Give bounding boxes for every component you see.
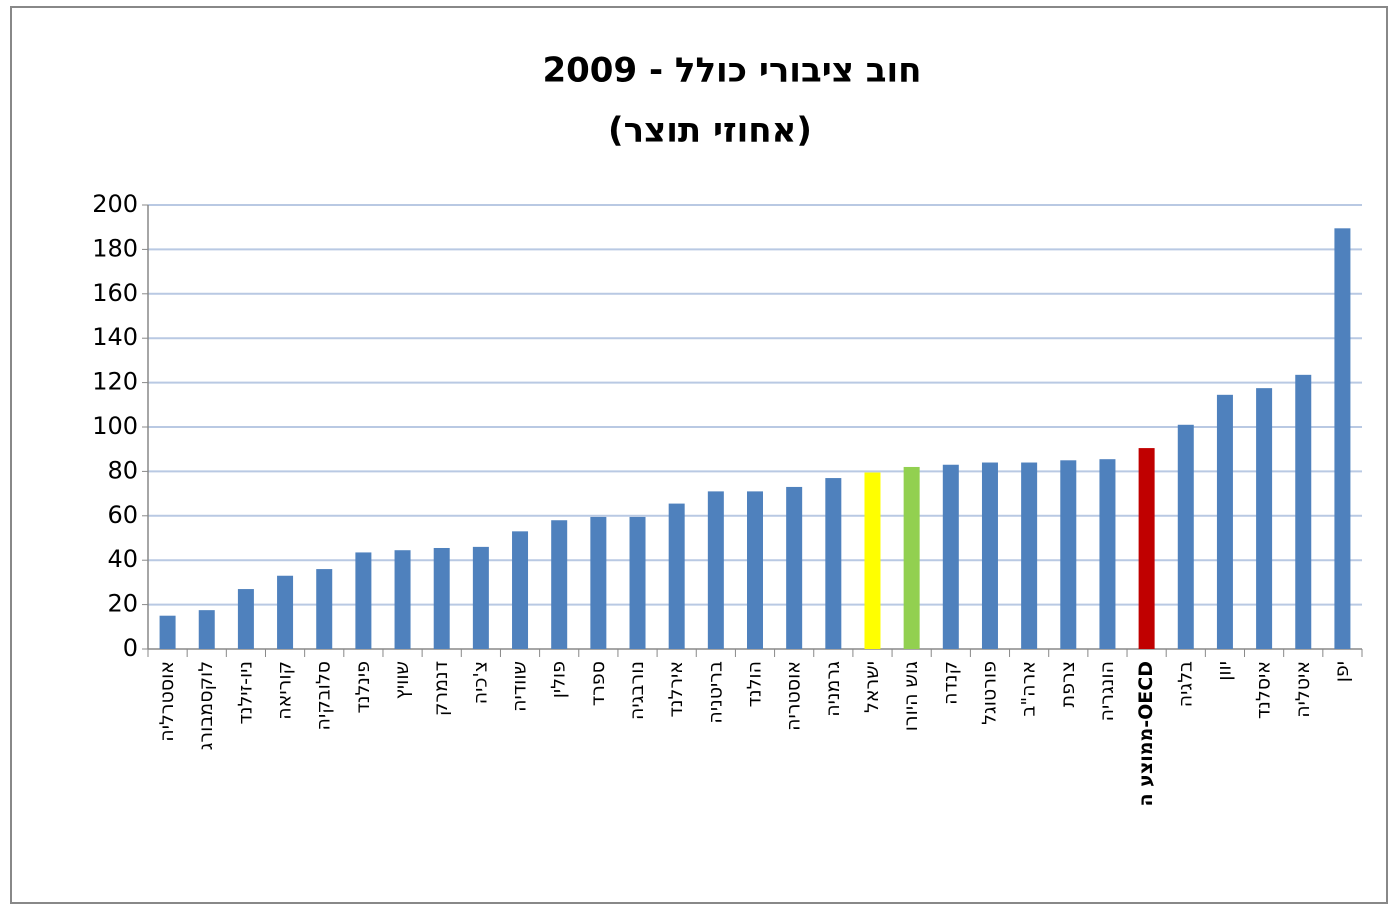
bar: [668, 503, 685, 649]
bar: [629, 516, 646, 649]
x-tick-label: יוון: [1213, 661, 1235, 681]
bar: [942, 464, 959, 649]
bar: [864, 472, 881, 649]
x-tick-label: שוודיה: [509, 661, 531, 712]
x-tick-label: פורטוגל: [978, 661, 1000, 725]
bar: [1334, 228, 1351, 649]
bar: [394, 550, 411, 649]
x-tick-label: יפן: [1331, 661, 1353, 682]
x-tick-label: סלובקיה: [313, 661, 335, 730]
y-tick-label: 200: [92, 190, 138, 218]
bar: [1177, 424, 1194, 649]
bar: [981, 462, 998, 649]
x-tick-label: גרמניה: [822, 661, 844, 717]
chart-frame: [10, 6, 1388, 904]
x-tick-label: קנדה: [939, 661, 961, 705]
x-tick-label: איסלנד: [1253, 661, 1275, 719]
y-tick-label: 80: [107, 456, 138, 484]
y-tick-label: 140: [92, 323, 138, 351]
bar: [1256, 388, 1273, 649]
bar: [472, 546, 489, 649]
bar: [1060, 460, 1077, 649]
x-tick-label: ממוצע ה-OECD: [1135, 661, 1157, 806]
bar: [903, 466, 920, 649]
bar: [786, 486, 803, 649]
x-tick-label: צ'כיה: [469, 661, 491, 704]
bar: [825, 478, 842, 649]
y-tick-label: 0: [123, 634, 138, 662]
x-tick-label: הולנד: [744, 661, 766, 707]
bar: [1216, 394, 1233, 649]
x-tick-label: גוש היורו: [900, 661, 922, 731]
bar: [316, 569, 333, 649]
x-tick-label: בלגיה: [1174, 661, 1196, 707]
bar: [1295, 374, 1312, 649]
y-tick-label: 120: [92, 368, 138, 396]
bar: [747, 491, 763, 649]
bar: [237, 589, 254, 649]
x-tick-label: לוקסמבורג: [195, 661, 217, 750]
bar: [355, 552, 372, 649]
x-tick-label: פולין: [548, 661, 570, 698]
y-tick-label: 100: [92, 412, 138, 440]
y-tick-label: 180: [92, 234, 138, 262]
bar: [1138, 448, 1155, 649]
x-tick-label: קוריאה: [274, 661, 296, 720]
bar: [512, 531, 529, 649]
y-tick-label: 160: [92, 279, 138, 307]
x-tick-label: פינלנד: [352, 661, 374, 714]
x-tick-label: הונגריה: [1096, 661, 1118, 721]
x-tick-label: איטליה: [1292, 661, 1314, 718]
bar: [590, 516, 607, 649]
bar: [551, 520, 568, 649]
x-tick-label: ישראל: [861, 661, 883, 713]
y-tick-label: 60: [107, 501, 138, 529]
x-tick-label: שוויץ: [391, 661, 413, 699]
bar: [198, 610, 215, 649]
x-tick-label: בריטניה: [704, 661, 726, 724]
y-tick-label: 40: [107, 545, 138, 573]
x-tick-label: נורבגיה: [626, 661, 648, 720]
chart-title: חוב ציבורי כולל - 2009: [542, 51, 921, 91]
bar: [1021, 462, 1038, 649]
x-tick-label: דנמרק: [430, 661, 452, 716]
y-tick-label: 20: [107, 590, 138, 618]
bar: [433, 547, 450, 649]
x-tick-label: אוסטרליה: [156, 661, 178, 742]
x-tick-label: ארה"ב: [1018, 661, 1040, 717]
x-tick-label: ספרד: [587, 661, 609, 706]
bar: [159, 615, 176, 649]
chart-subtitle: (אחוזי תוצר): [608, 111, 812, 151]
x-tick-label: צרפת: [1057, 661, 1079, 707]
bar: [707, 491, 724, 649]
x-tick-label: אירלנד: [665, 661, 687, 717]
bar: [1099, 459, 1116, 649]
x-tick-label: אוסטריה: [783, 661, 805, 731]
bar: [277, 575, 294, 649]
x-tick-label: ניו-זילנד: [234, 661, 256, 725]
